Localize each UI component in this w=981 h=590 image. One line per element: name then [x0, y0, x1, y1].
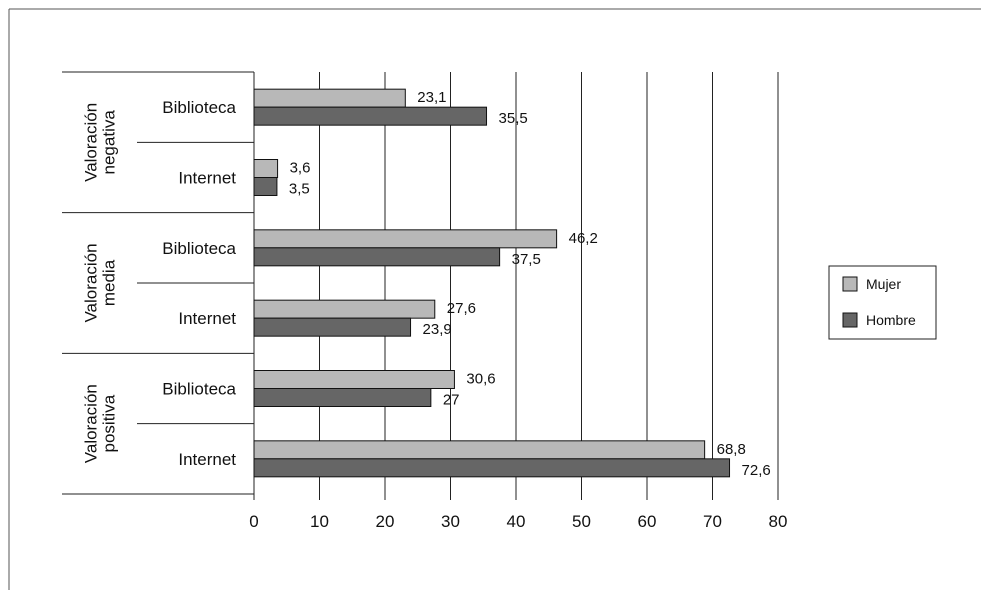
group-label-line: media — [99, 259, 118, 306]
group-label-line: Valoración — [82, 243, 101, 322]
category-label: Internet — [178, 309, 236, 328]
bar-hombre — [253, 247, 501, 267]
x-tick-label: 0 — [249, 512, 258, 531]
group-label-line: positiva — [99, 394, 118, 452]
legend-label: Mujer — [866, 276, 901, 292]
group-label-line: Valoración — [82, 103, 101, 182]
bar-hombre — [253, 388, 432, 407]
data-label-hombre: 3,5 — [289, 181, 310, 198]
data-label-hombre: 23,9 — [423, 321, 452, 338]
bar-mujer — [253, 229, 558, 249]
x-tick-label: 40 — [507, 512, 526, 531]
legend-swatch — [842, 312, 858, 328]
category-label: Biblioteca — [162, 380, 236, 399]
bar-hombre — [253, 317, 412, 337]
group-label-line: Valoración — [82, 384, 101, 463]
category-label: Biblioteca — [162, 239, 236, 258]
bar-mujer — [253, 88, 406, 108]
data-label-hombre: 72,6 — [742, 462, 771, 479]
data-label-hombre: 37,5 — [512, 251, 541, 268]
bar-mujer — [253, 440, 706, 460]
data-label-mujer: 46,2 — [569, 230, 598, 247]
x-tick-label: 60 — [638, 512, 657, 531]
bar-hombre — [253, 177, 278, 196]
x-tick-label: 30 — [441, 512, 460, 531]
bar-hombre — [253, 106, 488, 126]
category-label: Internet — [178, 169, 236, 188]
data-label-mujer: 30,6 — [466, 371, 495, 388]
x-tick-label: 10 — [310, 512, 329, 531]
x-tick-label: 70 — [703, 512, 722, 531]
bar-mujer — [253, 370, 455, 389]
data-label-mujer: 68,8 — [717, 441, 746, 458]
category-label: Biblioteca — [162, 98, 236, 117]
bar-mujer — [253, 159, 279, 178]
group-label: Valoraciónmedia — [82, 243, 119, 322]
data-label-mujer: 27,6 — [447, 300, 476, 317]
x-tick-label: 80 — [769, 512, 788, 531]
category-label: Internet — [178, 450, 236, 469]
data-label-hombre: 35,5 — [499, 110, 528, 127]
data-label-hombre: 27 — [443, 392, 460, 409]
group-label: Valoraciónpositiva — [82, 384, 119, 463]
bar-hombre — [253, 458, 731, 478]
data-label-mujer: 3,6 — [290, 160, 311, 177]
bar-mujer — [253, 299, 436, 319]
x-tick-label: 50 — [572, 512, 591, 531]
data-label-mujer: 23,1 — [417, 89, 446, 106]
group-label: Valoraciónnegativa — [82, 103, 119, 182]
legend-label: Hombre — [866, 312, 916, 328]
x-tick-label: 20 — [376, 512, 395, 531]
legend-swatch — [842, 276, 858, 292]
group-label-line: negativa — [99, 110, 118, 175]
